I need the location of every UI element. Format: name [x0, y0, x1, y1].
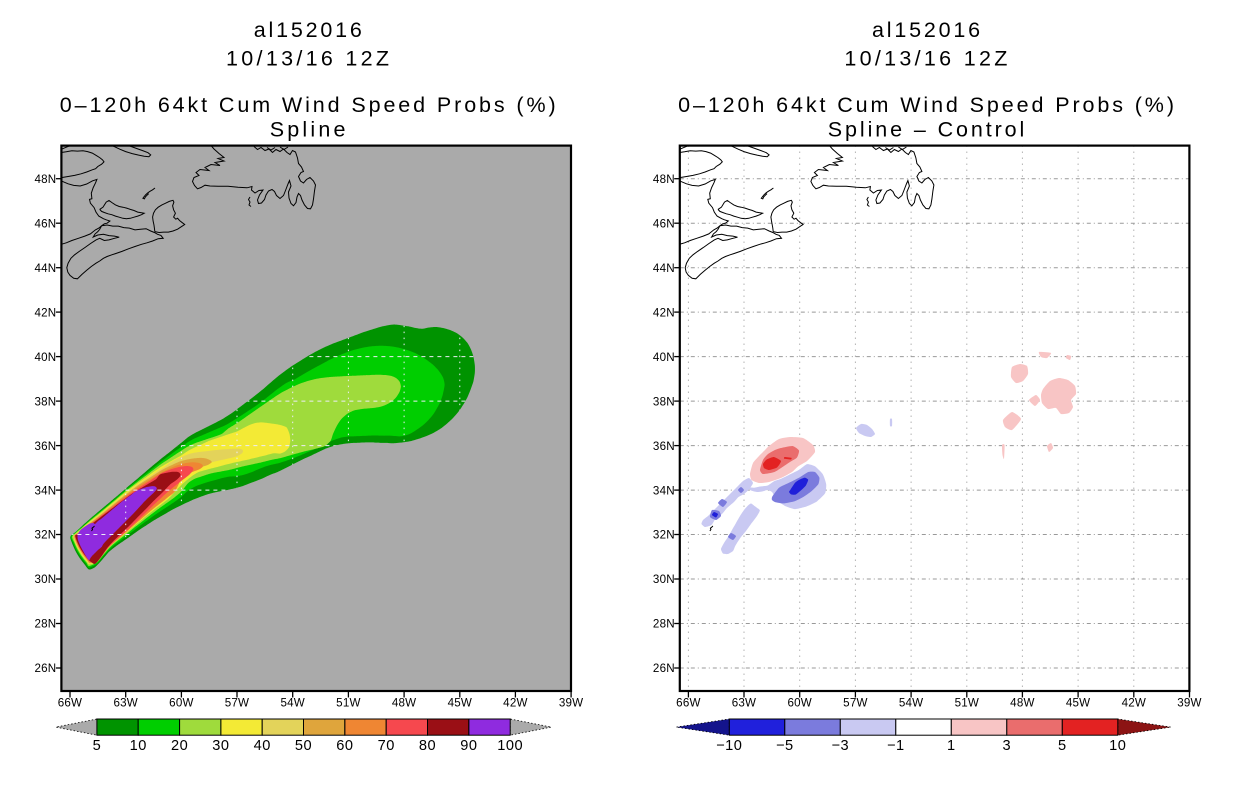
svg-text:90: 90	[460, 738, 477, 754]
svg-text:60W: 60W	[169, 696, 193, 709]
svg-text:100: 100	[497, 738, 523, 754]
svg-text:32N: 32N	[35, 529, 57, 542]
svg-text:28N: 28N	[653, 618, 675, 631]
svg-text:−1: −1	[887, 738, 905, 754]
svg-text:26N: 26N	[653, 662, 675, 675]
svg-text:10/13/16 12Z: 10/13/16 12Z	[844, 47, 1010, 71]
svg-text:40N: 40N	[653, 351, 675, 364]
svg-text:48N: 48N	[653, 173, 675, 186]
svg-text:0–120h 64kt Cum Wind Speed Pro: 0–120h 64kt Cum Wind Speed Probs (%)	[678, 93, 1177, 117]
svg-text:54W: 54W	[899, 696, 923, 709]
svg-text:46N: 46N	[35, 217, 57, 230]
svg-text:48W: 48W	[392, 696, 416, 709]
svg-text:40N: 40N	[35, 351, 57, 364]
svg-text:60: 60	[336, 738, 353, 754]
svg-text:51W: 51W	[336, 696, 360, 709]
svg-text:30N: 30N	[653, 573, 675, 586]
svg-text:45W: 45W	[1066, 696, 1090, 709]
svg-text:al152016: al152016	[254, 18, 365, 42]
svg-text:39W: 39W	[559, 696, 583, 709]
svg-text:44N: 44N	[653, 262, 675, 275]
svg-text:34N: 34N	[653, 484, 675, 497]
svg-text:−3: −3	[831, 738, 849, 754]
svg-text:45W: 45W	[448, 696, 472, 709]
svg-text:Spline – Control: Spline – Control	[828, 118, 1027, 142]
svg-text:66W: 66W	[58, 696, 82, 709]
svg-text:63W: 63W	[732, 696, 756, 709]
svg-text:28N: 28N	[35, 618, 57, 631]
svg-text:38N: 38N	[653, 395, 675, 408]
svg-text:54W: 54W	[280, 696, 304, 709]
svg-text:70: 70	[378, 738, 395, 754]
svg-text:80: 80	[419, 738, 436, 754]
svg-text:46N: 46N	[653, 217, 675, 230]
svg-text:10: 10	[1109, 738, 1126, 754]
svg-text:48N: 48N	[35, 173, 57, 186]
svg-text:42W: 42W	[503, 696, 527, 709]
svg-text:50: 50	[295, 738, 312, 754]
svg-text:1: 1	[947, 738, 956, 754]
svg-text:39W: 39W	[1177, 696, 1201, 709]
svg-text:51W: 51W	[955, 696, 979, 709]
svg-text:−10: −10	[716, 738, 742, 754]
svg-text:38N: 38N	[35, 395, 57, 408]
svg-text:36N: 36N	[653, 440, 675, 453]
svg-text:57W: 57W	[225, 696, 249, 709]
svg-text:10/13/16 12Z: 10/13/16 12Z	[226, 47, 392, 71]
svg-text:60W: 60W	[787, 696, 811, 709]
svg-text:48W: 48W	[1010, 696, 1034, 709]
svg-text:42N: 42N	[35, 306, 57, 319]
svg-text:5: 5	[1058, 738, 1067, 754]
svg-text:32N: 32N	[653, 529, 675, 542]
svg-text:3: 3	[1002, 738, 1011, 754]
svg-text:42N: 42N	[653, 306, 675, 319]
svg-text:34N: 34N	[35, 484, 57, 497]
svg-text:63W: 63W	[113, 696, 137, 709]
svg-text:30: 30	[212, 738, 229, 754]
svg-text:al152016: al152016	[872, 18, 983, 42]
svg-text:0–120h 64kt Cum Wind Speed Pro: 0–120h 64kt Cum Wind Speed Probs (%)	[60, 93, 559, 117]
svg-text:5: 5	[93, 738, 102, 754]
svg-text:44N: 44N	[35, 262, 57, 275]
svg-text:−5: −5	[776, 738, 794, 754]
svg-text:30N: 30N	[35, 573, 57, 586]
svg-text:66W: 66W	[676, 696, 700, 709]
svg-text:36N: 36N	[35, 440, 57, 453]
svg-text:40: 40	[254, 738, 271, 754]
svg-text:26N: 26N	[35, 662, 57, 675]
svg-text:20: 20	[171, 738, 188, 754]
svg-text:10: 10	[130, 738, 147, 754]
svg-text:42W: 42W	[1122, 696, 1146, 709]
svg-text:57W: 57W	[843, 696, 867, 709]
svg-text:Spline: Spline	[270, 118, 349, 142]
